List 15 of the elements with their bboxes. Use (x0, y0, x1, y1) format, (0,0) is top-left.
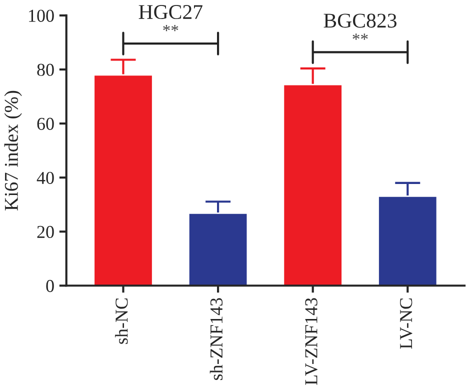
y-tick-label: 60 (37, 118, 54, 130)
y-axis-title: Ki67 index (%) (4, 90, 22, 210)
x-tick-label: LV-NC (400, 298, 412, 349)
y-tick-label: 80 (37, 64, 54, 76)
annotation: HGC27 (138, 5, 202, 20)
annotation: BGC823 (324, 14, 396, 28)
x-tick-label: LV-ZNF143 (305, 298, 318, 385)
y-tick-label: 40 (36, 172, 54, 184)
y-tick-label: 100 (29, 10, 54, 22)
y-tick-label: 20 (37, 226, 54, 238)
x-tick-label: sh-NC (115, 298, 128, 344)
y-tick-label: 0 (46, 280, 54, 292)
annotation: ** (352, 34, 368, 40)
annotation: ** (163, 25, 178, 32)
x-tick-label: sh-ZNF143 (210, 298, 223, 380)
